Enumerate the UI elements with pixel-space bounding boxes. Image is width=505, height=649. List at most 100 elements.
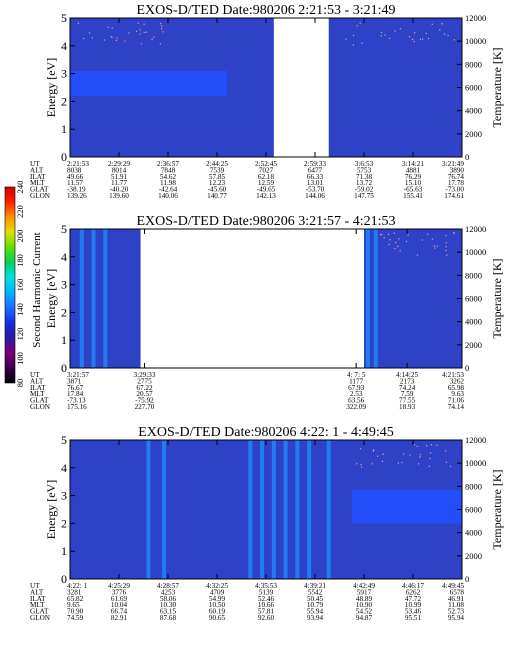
info-cell: 140.06 xyxy=(158,192,178,200)
noise-dot xyxy=(449,465,452,468)
y-axis-label: Energy [eV] xyxy=(44,269,58,328)
info-cell: 18.93 xyxy=(399,403,416,411)
info-cell: 144.06 xyxy=(305,192,325,200)
noise-dot xyxy=(425,32,427,35)
intensity-stripe xyxy=(326,440,331,579)
noise-dot xyxy=(115,39,118,42)
info-cell: 46.91 xyxy=(448,595,465,603)
info-cell: 58.06 xyxy=(160,595,177,603)
noise-dot xyxy=(381,460,384,463)
info-cell: 174.61 xyxy=(444,192,464,200)
info-cell: 2173 xyxy=(400,377,415,385)
info-cell: 17.78 xyxy=(448,179,465,187)
info-cell: 48.89 xyxy=(356,595,373,603)
noise-dot xyxy=(428,465,430,467)
info-cell: 76.67 xyxy=(67,384,84,392)
info-cell: 3:29:33 xyxy=(133,371,155,379)
info-cell: 10.99 xyxy=(405,601,422,609)
noise-dot xyxy=(372,450,375,452)
y2-tick-label: 4000 xyxy=(465,106,482,116)
panel-title: EXOS-D/TED Date:980206 2:21:53 - 3:21:49 xyxy=(137,3,396,18)
noise-dot xyxy=(394,248,396,250)
info-cell: 139.60 xyxy=(109,192,129,200)
info-cell: 4:49:45 xyxy=(442,582,464,590)
noise-dot xyxy=(427,37,430,40)
info-cell: 5753 xyxy=(357,166,372,174)
noise-dot xyxy=(140,43,142,45)
info-cell: 4:14:25 xyxy=(396,371,418,379)
info-cell: 11.77 xyxy=(111,179,127,187)
intensity-stripe xyxy=(162,440,167,579)
info-cell: 57.85 xyxy=(209,173,226,181)
y-tick-label: 5 xyxy=(61,222,67,236)
info-cell: 2775 xyxy=(137,377,152,385)
noise-dot xyxy=(143,23,145,25)
noise-dot xyxy=(453,231,455,234)
intensity-stripe xyxy=(283,440,288,579)
noise-dot xyxy=(143,31,145,34)
noise-dot xyxy=(445,235,447,237)
info-cell: 7848 xyxy=(161,166,176,174)
noise-dot xyxy=(397,245,399,248)
noise-dot xyxy=(107,26,109,28)
noise-dot xyxy=(103,39,106,41)
y2-axis-label: Temperature [K] xyxy=(490,47,504,127)
y-tick-label: 4 xyxy=(61,250,67,264)
data-gap xyxy=(140,229,364,368)
y2-axis-label: Temperature [K] xyxy=(490,258,504,338)
noise-dot xyxy=(441,22,443,25)
noise-dot xyxy=(413,41,416,43)
info-cell: 5139 xyxy=(259,588,274,596)
noise-dot xyxy=(380,31,383,34)
y2-tick-label: 6000 xyxy=(465,83,482,93)
y2-tick-label: 8000 xyxy=(465,59,482,69)
emission-band xyxy=(352,490,462,524)
info-row-label: MLT xyxy=(30,390,45,398)
noise-dot xyxy=(429,457,431,460)
y2-tick-label: 10000 xyxy=(465,247,486,257)
info-cell: 63.15 xyxy=(160,608,177,616)
info-row-label: ALT xyxy=(30,166,44,174)
info-cell: 139.26 xyxy=(67,192,87,200)
noise-dot xyxy=(116,37,118,39)
info-row-label: ILAT xyxy=(30,384,46,392)
noise-dot xyxy=(151,38,153,40)
noise-dot xyxy=(399,250,401,252)
noise-dot xyxy=(419,38,422,40)
info-cell: 4:39:21 xyxy=(304,582,326,590)
info-cell: 4:28:57 xyxy=(157,582,179,590)
info-cell: 8014 xyxy=(112,166,127,174)
info-cell: 54.99 xyxy=(209,595,226,603)
info-cell: 10.90 xyxy=(356,601,373,609)
noise-dot xyxy=(445,249,447,252)
intensity-stripe xyxy=(271,440,276,579)
noise-dot xyxy=(419,454,421,456)
info-cell: -75.92 xyxy=(135,397,154,405)
y2-tick-label: 12000 xyxy=(465,435,486,445)
y-tick-label: 1 xyxy=(61,122,67,136)
info-cell: 92.60 xyxy=(258,614,275,622)
info-row-label: ALT xyxy=(30,377,44,385)
noise-dot xyxy=(77,22,80,24)
info-cell: 6477 xyxy=(308,166,323,174)
noise-dot xyxy=(161,28,163,30)
info-row-label: UT xyxy=(30,371,40,379)
info-cell: 94.87 xyxy=(356,614,373,622)
noise-dot xyxy=(421,239,423,241)
noise-dot xyxy=(124,40,126,42)
info-cell: 76.29 xyxy=(405,173,422,181)
info-cell: 12.59 xyxy=(258,179,275,187)
info-row-label: GLON xyxy=(30,192,51,200)
info-cell: 7027 xyxy=(259,166,274,174)
noise-dot xyxy=(409,454,411,456)
info-cell: 3:14:21 xyxy=(402,160,424,168)
y-tick-label: 3 xyxy=(61,67,67,81)
y2-tick-label: 10000 xyxy=(465,458,486,468)
y-tick-label: 2 xyxy=(61,94,67,108)
y2-tick-label: 2000 xyxy=(465,340,482,350)
y-tick-label: 1 xyxy=(61,333,67,347)
noise-dot xyxy=(414,32,416,34)
intensity-stripe xyxy=(91,229,96,368)
y2-tick-label: 8000 xyxy=(465,481,482,491)
